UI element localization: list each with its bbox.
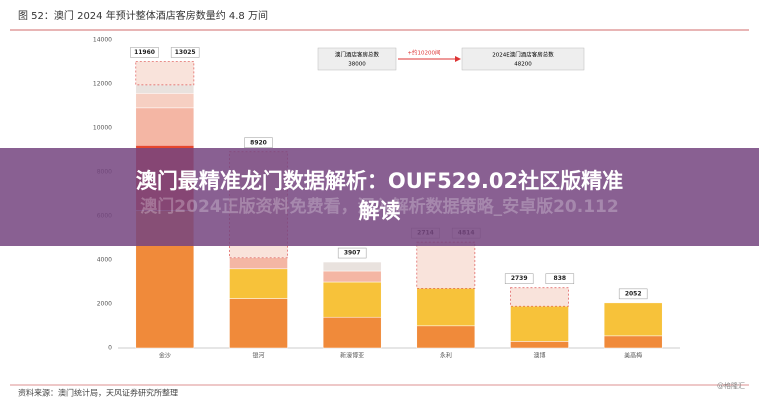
overlay-banner: 澳门2024正版资料免费看，深入解析数据策略_安卓版20.112 澳门最精准龙门…	[0, 148, 759, 246]
bar-segment	[135, 93, 195, 109]
y-tick-label: 4000	[97, 257, 112, 264]
bar-segment	[603, 335, 663, 349]
y-tick-label: 2000	[97, 301, 112, 308]
total-label-box	[170, 47, 200, 58]
bar-segment	[322, 270, 382, 283]
x-tick-label: 澳博	[533, 352, 545, 360]
x-tick-label: 金沙	[159, 352, 171, 360]
x-tick-label: 新濠博亚	[340, 352, 364, 360]
overlay-subline: 澳门2024正版资料免费看，深入解析数据策略_安卓版20.112	[140, 197, 619, 217]
watermark: @格隆汇	[717, 381, 745, 390]
bar-segment	[510, 341, 569, 349]
total-label-box	[130, 47, 159, 58]
total-label: 2052	[625, 290, 642, 297]
bar-segment	[229, 298, 288, 349]
bar-segment	[416, 325, 476, 349]
bar-segment	[510, 305, 569, 342]
y-tick-label: 0	[108, 345, 112, 352]
x-tick-label: 永利	[440, 352, 452, 360]
total-label-box	[545, 273, 575, 284]
y-tick-label: 10000	[93, 125, 112, 132]
total-label-box	[244, 137, 273, 149]
bar-segment	[322, 261, 382, 272]
annotation-box	[461, 47, 585, 71]
total-label-box	[337, 247, 367, 259]
annotation: 澳门酒店客房总数	[335, 51, 380, 59]
total-label: 13025	[175, 49, 196, 56]
annotation: 2024E澳门酒店客房总数	[492, 51, 554, 59]
x-tick-label: 美高梅	[624, 352, 642, 360]
bar-segment	[135, 107, 195, 146]
bar-segment	[416, 241, 476, 289]
total-label: 3907	[344, 250, 361, 257]
x-tick-label: 银河	[252, 352, 264, 360]
total-label: 838	[554, 275, 567, 282]
bar-segment	[322, 316, 382, 349]
bar-segment	[229, 268, 288, 299]
overlay-headline: 澳门最精准龙门数据解析：OUF529.02社区版精准	[135, 169, 624, 193]
y-tick-label: 12000	[93, 81, 112, 88]
bar-segment	[510, 287, 569, 307]
total-label: 11960	[134, 49, 155, 56]
chart-title: 图 52：澳门 2024 年预计整体酒店客房数量约 4.8 万间	[18, 9, 268, 22]
total-label-box	[504, 273, 534, 284]
bar-segment	[229, 257, 288, 270]
annotation: +约10200间	[407, 49, 440, 57]
annotation-arrowhead	[455, 56, 461, 62]
source: 资料来源：澳门统计局，天风证券研究所整理	[18, 388, 178, 398]
bar-segment	[416, 288, 476, 327]
total-label: 8920	[250, 139, 267, 146]
bar-segment	[603, 302, 663, 337]
annotation: 38000	[348, 62, 366, 68]
bar-segment	[322, 281, 382, 318]
bar-segment	[135, 84, 195, 94]
total-label-box	[618, 288, 648, 300]
annotation-box	[317, 47, 397, 71]
y-tick-label: 14000	[93, 37, 112, 44]
bar-segment	[135, 61, 195, 86]
total-label: 2739	[511, 275, 528, 282]
overlay-headline: 解读	[358, 199, 401, 223]
annotation: 48200	[514, 62, 532, 68]
